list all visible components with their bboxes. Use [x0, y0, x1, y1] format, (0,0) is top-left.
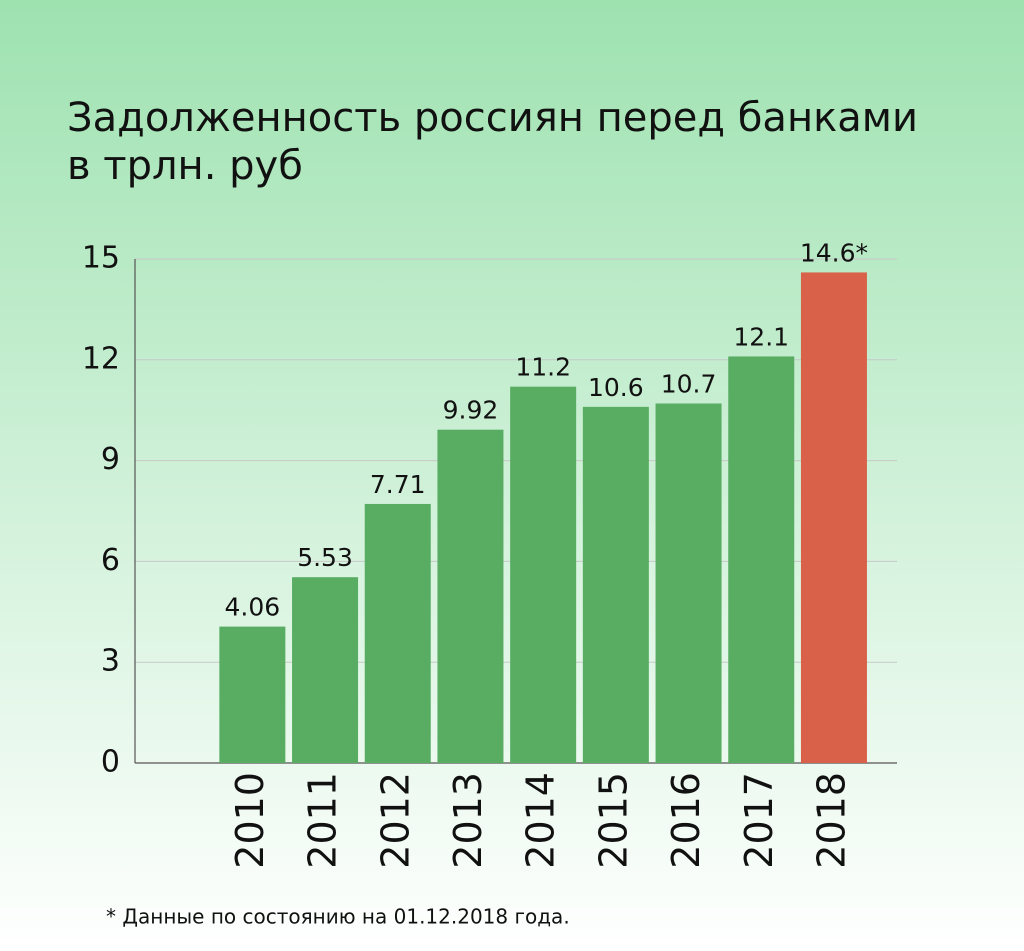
bar [364, 503, 431, 763]
y-tick-label: 6 [101, 543, 120, 578]
chart-subtitle: в трлн. руб [67, 143, 303, 189]
x-tick-label: 2010 [228, 772, 272, 869]
bar [510, 386, 577, 763]
value-label: 4.06 [225, 593, 281, 622]
bar [437, 429, 504, 763]
chart-title: Задолженность россиян перед банками [67, 95, 918, 141]
bar [219, 626, 286, 763]
value-label: 5.53 [297, 543, 353, 572]
x-tick-label: 2014 [519, 772, 563, 869]
bar [800, 272, 867, 763]
y-tick-label: 0 [101, 745, 120, 780]
value-label: 12.1 [733, 322, 789, 351]
x-tick-label: 2016 [664, 772, 708, 869]
value-label: 14.6* [800, 238, 868, 267]
bar [655, 403, 722, 763]
x-tick-label: 2013 [446, 772, 490, 869]
x-tick-label: 2012 [373, 772, 417, 869]
value-label: 7.71 [370, 470, 426, 499]
value-label: 10.7 [661, 369, 717, 398]
value-label: 11.2 [515, 353, 571, 382]
bar [582, 406, 649, 763]
bar [728, 356, 795, 763]
x-tick-label: 2017 [737, 772, 781, 869]
bar [292, 577, 359, 763]
y-tick-label: 3 [101, 644, 120, 679]
x-tick-label: 2011 [301, 772, 345, 869]
y-tick-label: 9 [101, 442, 120, 477]
x-tick-label: 2015 [591, 772, 635, 869]
x-tick-label: 2018 [809, 772, 853, 869]
value-label: 10.6 [588, 373, 644, 402]
value-label: 9.92 [443, 396, 499, 425]
y-tick-label: 12 [82, 341, 120, 376]
footnote: * Данные по состоянию на 01.12.2018 года… [106, 905, 570, 929]
y-tick-label: 15 [82, 241, 120, 276]
